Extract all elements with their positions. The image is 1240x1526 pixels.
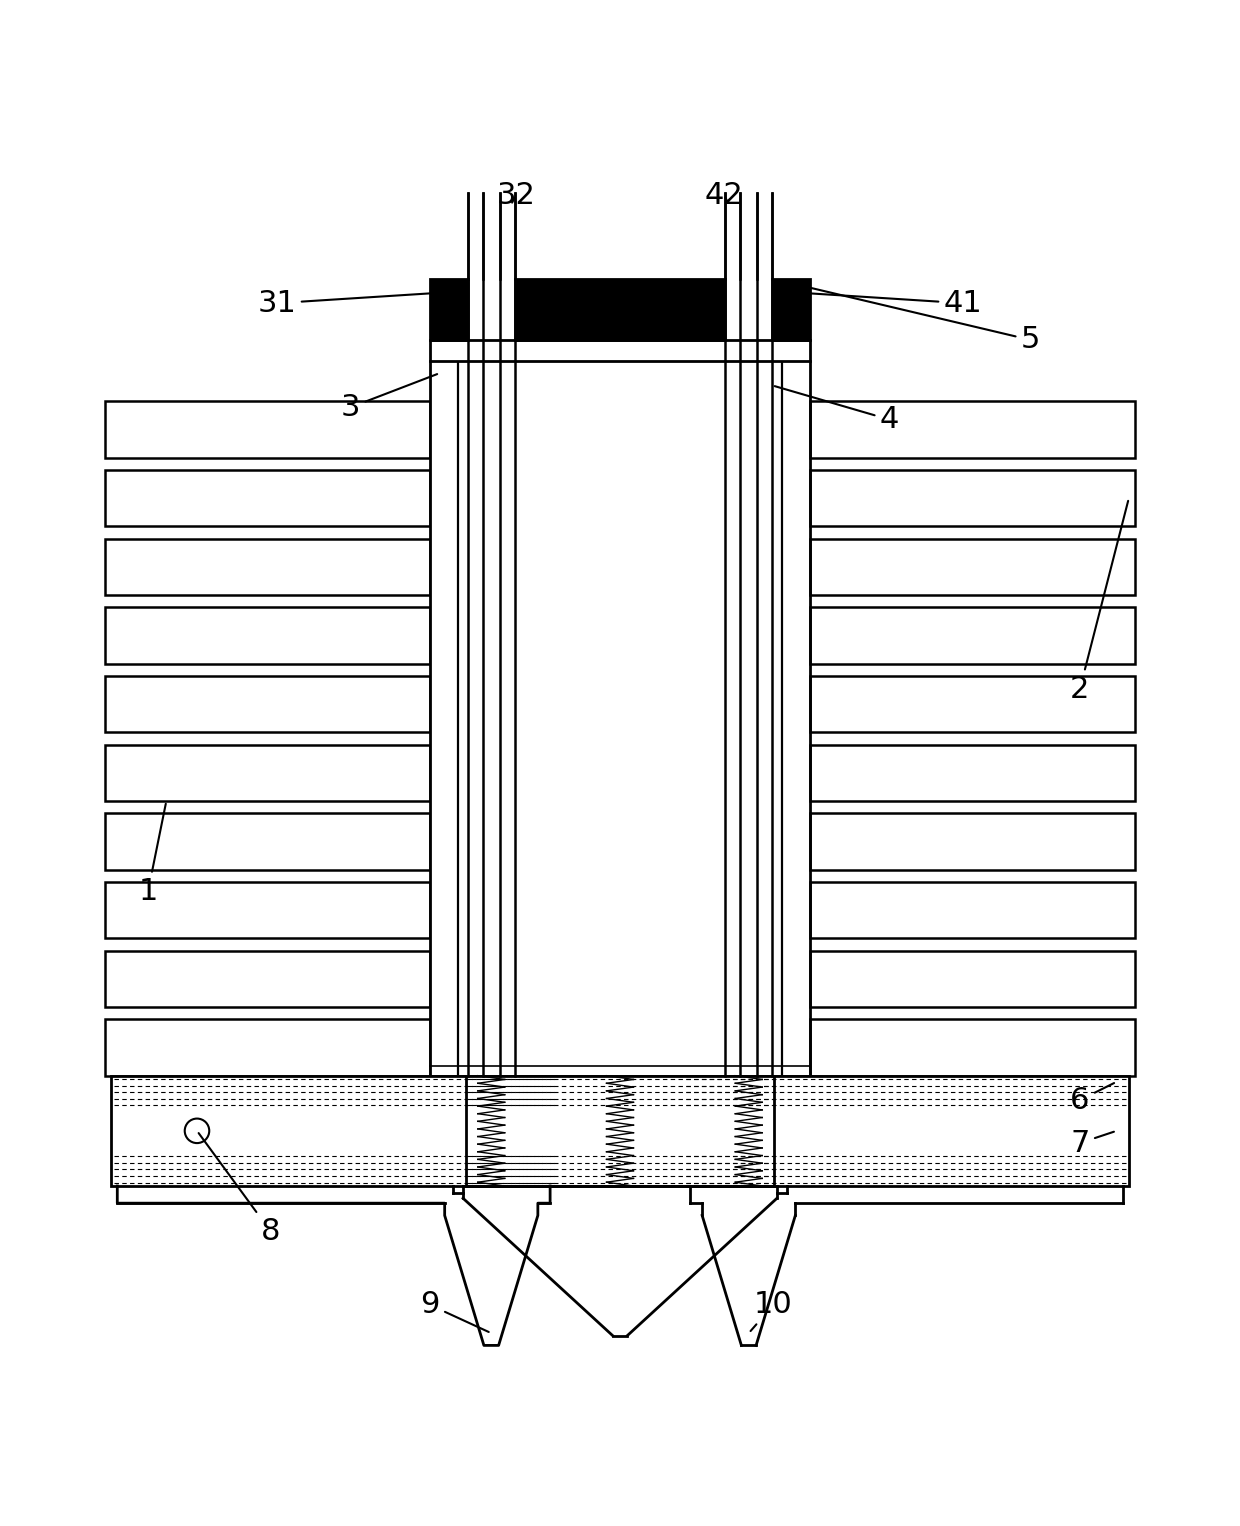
Bar <box>105 813 430 870</box>
Bar <box>683 1076 1128 1186</box>
Bar <box>810 401 1135 458</box>
Bar <box>112 1076 557 1186</box>
Bar <box>810 676 1135 732</box>
Bar <box>810 607 1135 664</box>
Text: 31: 31 <box>257 288 465 317</box>
Text: 1: 1 <box>138 804 166 906</box>
Text: 3: 3 <box>341 374 438 421</box>
Text: 7: 7 <box>1070 1129 1114 1158</box>
Text: 4: 4 <box>775 386 899 435</box>
Bar <box>515 279 725 340</box>
Bar <box>810 470 1135 526</box>
Bar <box>105 745 430 801</box>
Text: 2: 2 <box>1070 501 1128 703</box>
Bar <box>810 745 1135 801</box>
Bar <box>105 951 430 1007</box>
Bar <box>105 882 430 938</box>
Text: 10: 10 <box>750 1291 792 1331</box>
Bar <box>105 676 430 732</box>
Bar <box>105 539 430 595</box>
Bar <box>810 539 1135 595</box>
Text: 41: 41 <box>775 288 982 317</box>
Bar <box>105 401 430 458</box>
Bar <box>810 882 1135 938</box>
Bar <box>105 607 430 664</box>
Bar <box>430 279 467 340</box>
Text: 9: 9 <box>420 1291 489 1332</box>
Text: 42: 42 <box>704 180 744 209</box>
Text: 32: 32 <box>496 180 536 209</box>
Text: 8: 8 <box>198 1134 280 1245</box>
Bar <box>465 1076 775 1186</box>
Bar <box>810 813 1135 870</box>
Bar <box>430 340 810 360</box>
Bar <box>105 1019 430 1076</box>
Bar <box>773 279 810 340</box>
Bar <box>432 360 808 1076</box>
Bar <box>810 1019 1135 1076</box>
Bar <box>105 470 430 526</box>
Bar <box>810 951 1135 1007</box>
Circle shape <box>185 1119 210 1143</box>
Text: 5: 5 <box>801 285 1040 354</box>
Text: 6: 6 <box>1070 1083 1114 1114</box>
